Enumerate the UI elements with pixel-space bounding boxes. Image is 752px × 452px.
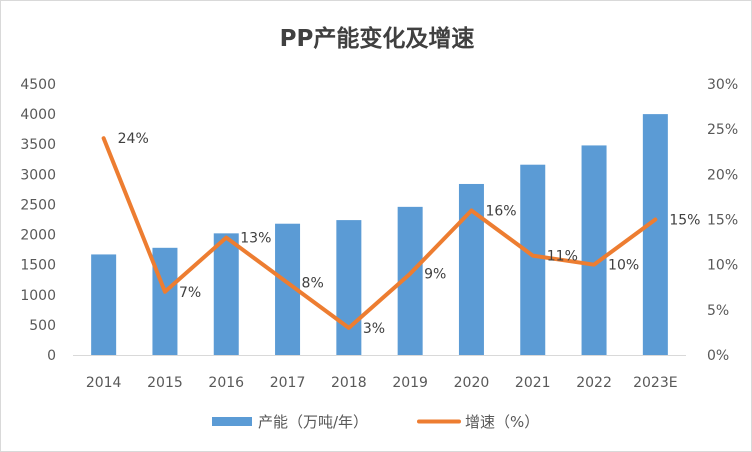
x-tick-label: 2023E <box>633 375 677 391</box>
legend-label-capacity: 产能（万吨/年） <box>258 413 368 431</box>
y-right-tick-label: 0% <box>707 348 729 364</box>
x-tick-label: 2015 <box>147 375 183 391</box>
line-growth <box>101 136 658 330</box>
x-tick-label: 2016 <box>208 375 244 391</box>
line-data-label: 11% <box>547 249 578 265</box>
x-tick-label: 2019 <box>392 375 428 391</box>
line-data-label: 13% <box>240 231 271 247</box>
bar-capacity <box>642 114 668 355</box>
line-data-label: 3% <box>363 321 385 337</box>
y-left-tick-label: 3000 <box>20 167 56 183</box>
bar-capacity <box>152 247 178 355</box>
y-left-tick-label: 4500 <box>20 77 56 93</box>
x-tick-label: 2020 <box>454 375 490 391</box>
bar-capacity <box>336 220 362 355</box>
y-left-tick-label: 1000 <box>20 288 56 304</box>
x-tick-label: 2018 <box>331 375 367 391</box>
legend-swatch-capacity <box>212 417 252 426</box>
line-data-label: 10% <box>608 258 639 274</box>
x-tick-label: 2021 <box>515 375 551 391</box>
line-data-label: 9% <box>424 267 446 283</box>
y-left-tick-label: 3500 <box>20 137 56 153</box>
bar-capacity <box>213 233 239 355</box>
y-right-tick-label: 20% <box>707 167 738 183</box>
line-data-label: 16% <box>485 203 516 219</box>
y-left-tick-label: 0 <box>47 348 56 364</box>
legend-label-growth: 增速（%） <box>465 413 539 431</box>
y-right-tick-label: 30% <box>707 77 738 93</box>
x-tick-label: 2017 <box>270 375 306 391</box>
y-left-tick-label: 4000 <box>20 107 56 123</box>
y-left-tick-label: 500 <box>29 318 56 334</box>
line-data-label: 15% <box>669 213 700 229</box>
y-left-tick-label: 1500 <box>20 258 56 274</box>
y-right-tick-label: 15% <box>707 213 738 229</box>
y-right-tick-label: 5% <box>707 303 729 319</box>
y-left-tick-label: 2500 <box>20 197 56 213</box>
x-tick-label: 2022 <box>576 375 612 391</box>
chart-title: PP产能变化及增速 <box>279 26 475 52</box>
y-right-tick-label: 10% <box>707 258 738 274</box>
bar-capacity <box>581 145 607 355</box>
line-data-label: 24% <box>118 131 149 147</box>
y-left-tick-label: 2000 <box>20 228 56 244</box>
x-tick-label: 2014 <box>86 375 122 391</box>
line-data-label: 7% <box>179 285 201 301</box>
bar-capacity <box>520 164 546 355</box>
line-data-label: 8% <box>302 276 324 292</box>
y-right-tick-label: 25% <box>707 122 738 138</box>
bar-capacity <box>91 254 117 355</box>
